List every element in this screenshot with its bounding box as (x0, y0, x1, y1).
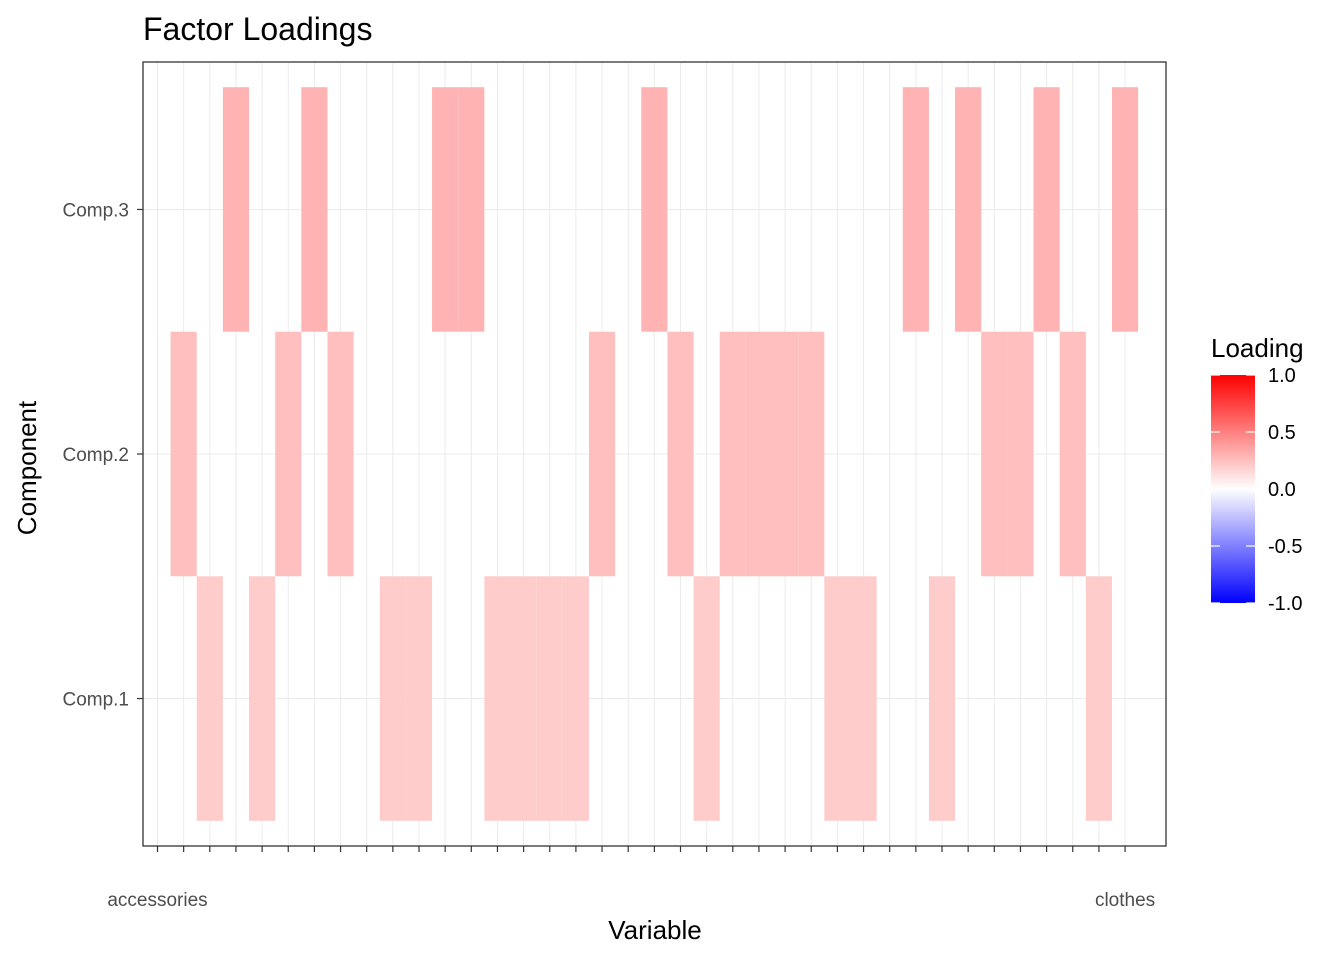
heatmap-cell (824, 576, 851, 821)
heatmap-cell (798, 331, 825, 577)
y-axis-title: Component (12, 400, 42, 535)
legend-tick-label: 0.0 (1268, 479, 1296, 501)
heatmap-cell (327, 331, 354, 577)
x-tick-label: accessories (107, 890, 207, 911)
heatmap-cell (432, 87, 459, 332)
heatmap-cell (955, 87, 982, 332)
heatmap-cell (249, 576, 276, 821)
heatmap-cell (222, 87, 250, 332)
heatmap-cell (667, 331, 694, 577)
x-axis-title: Variable (608, 915, 701, 945)
heatmap-cell (196, 576, 223, 821)
heatmap-cell (458, 87, 485, 332)
heatmap-cell (484, 576, 511, 821)
heatmap-cell (1111, 87, 1139, 332)
heatmap-cell (1033, 87, 1060, 332)
heatmap-cell (275, 331, 302, 577)
heatmap-cell (536, 576, 563, 821)
heatmap-cell (772, 331, 799, 577)
x-axis: accessories clothes (107, 846, 1155, 911)
heatmap-cell (1059, 331, 1086, 577)
heatmap-cell (928, 576, 956, 821)
legend-title: Loading (1211, 333, 1304, 363)
heatmap-cells (170, 87, 1139, 821)
heatmap-cell (405, 576, 433, 821)
heatmap-cell (588, 331, 616, 577)
legend: Loading 1.0 0.5 0.0 -0.5 -1.0 (1211, 333, 1304, 615)
heatmap-cell (301, 87, 328, 332)
legend-tick-label: 1.0 (1268, 365, 1296, 387)
heatmap-cell (693, 576, 720, 821)
heatmap-cell (1085, 576, 1112, 821)
heatmap-cell (745, 331, 773, 577)
y-tick-label: Comp.2 (62, 445, 129, 466)
chart-title: Factor Loadings (143, 11, 372, 47)
legend-tick-label: -0.5 (1268, 536, 1302, 558)
legend-tick-label: -1.0 (1268, 593, 1302, 615)
heatmap-cell (379, 576, 406, 821)
y-axis: Comp.1 Comp.2 Comp.3 (62, 200, 143, 711)
y-tick-label: Comp.1 (62, 690, 129, 711)
heatmap-cell (1007, 331, 1034, 577)
x-tick-label: clothes (1095, 890, 1155, 911)
heatmap-cell (562, 576, 589, 821)
heatmap-cell (510, 576, 537, 821)
heatmap-cell (170, 331, 197, 577)
heatmap-cell (641, 87, 668, 332)
y-tick-label: Comp.3 (62, 200, 129, 221)
heatmap-cell (719, 331, 746, 577)
heatmap-cell (850, 576, 877, 821)
heatmap-cell (981, 331, 1008, 577)
legend-ticks: 1.0 0.5 0.0 -0.5 -1.0 (1211, 365, 1302, 615)
legend-tick-label: 0.5 (1268, 422, 1296, 444)
heatmap-cell (902, 87, 929, 332)
